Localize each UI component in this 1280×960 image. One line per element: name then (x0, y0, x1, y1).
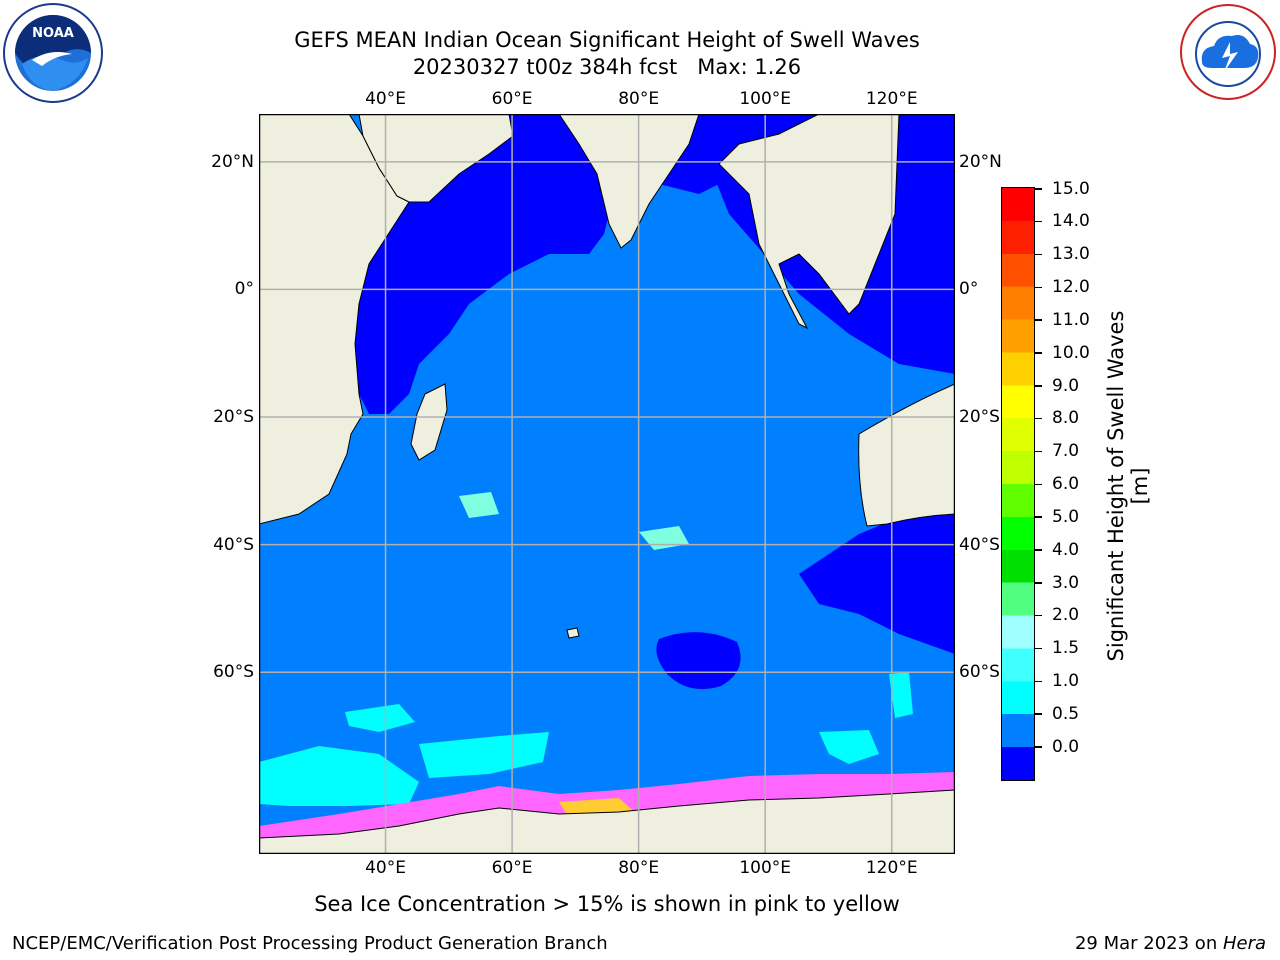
gridlines (259, 114, 955, 854)
colorbar-tick (1035, 582, 1042, 584)
southeast-asia-land (718, 114, 900, 330)
noaa-logo: NOAA (3, 3, 103, 103)
colorbar-tick (1035, 746, 1042, 748)
map-border (259, 114, 955, 854)
antarctica-land (259, 789, 955, 854)
y-tick-left: 60°S (213, 662, 254, 683)
india-land (558, 114, 700, 249)
swell-patch-w (459, 492, 499, 518)
y-tick-left: 0° (234, 279, 254, 300)
nws-logo (1180, 4, 1276, 100)
x-tick-top: 100°E (739, 89, 792, 109)
colorbar-label: 1.5 (1052, 638, 1080, 659)
y-tick-right: 20°N (959, 151, 1002, 172)
colorbar-tick (1035, 483, 1042, 485)
colorbar-label: 0.5 (1052, 703, 1080, 724)
y-tick-right: 20°S (959, 407, 1000, 428)
colorbar-tick (1035, 647, 1042, 650)
x-tick-bottom: 60°E (491, 858, 533, 878)
colorbar-label: 2.0 (1052, 605, 1080, 626)
swell-patch-sw (259, 746, 419, 806)
colorbar-label: 8.0 (1052, 408, 1080, 429)
y-tick-right: 0° (959, 279, 979, 300)
mid-ocean-low-swell (656, 632, 741, 690)
colorbar-label: 7.0 (1052, 441, 1080, 462)
colorbar (1001, 187, 1035, 781)
x-tick-bottom: 40°E (365, 858, 406, 878)
colorbar-tick (1035, 253, 1042, 256)
madagascar-land (410, 383, 448, 461)
colorbar-label: 6.0 (1052, 474, 1080, 494)
colorbar-label: 10.0 (1052, 342, 1090, 363)
svg-text:NOAA: NOAA (32, 26, 74, 41)
x-tick-top: 40°E (365, 89, 406, 109)
colorbar-label: 14.0 (1052, 211, 1090, 232)
y-tick-left: 20°N (211, 151, 254, 172)
y-tick-right: 60°S (959, 662, 1000, 683)
x-tick-top: 120°E (865, 89, 918, 109)
colorbar-tick (1035, 549, 1042, 551)
footer-host: Hera (1222, 933, 1266, 954)
southern-low-swell (799, 499, 955, 654)
colorbar-tick (1035, 352, 1042, 354)
swell-patch-e (889, 672, 913, 718)
colorbar-label: 0.0 (1052, 736, 1080, 757)
map-panel (259, 114, 955, 854)
x-tick-bottom: 100°E (739, 858, 792, 878)
x-tick-bottom: 120°E (865, 858, 918, 878)
australia-land (858, 383, 955, 527)
footer-left: NCEP/EMC/Verification Post Processing Pr… (12, 933, 608, 954)
colorbar-label: 5.0 (1052, 506, 1080, 527)
kerguelen-island (566, 627, 580, 639)
colorbar-tick (1035, 680, 1042, 682)
colorbar-title: Significant Height of Swell Waves [m] (1104, 310, 1152, 662)
colorbar-label: 3.0 (1052, 572, 1080, 593)
colorbar-tick (1035, 450, 1042, 453)
colorbar-tick (1035, 516, 1042, 518)
swell-patch-s1 (345, 704, 415, 732)
sea-ice-note: Sea Ice Concentration > 15% is shown in … (314, 892, 900, 916)
x-tick-top: 60°E (491, 89, 533, 109)
colorbar-tick (1035, 286, 1042, 288)
swell-patch-se (819, 730, 879, 764)
y-tick-left: 20°S (213, 407, 254, 428)
colorbar-tick (1035, 713, 1042, 715)
colorbar-tick (1035, 385, 1042, 387)
colorbar-label: 12.0 (1052, 277, 1090, 297)
colorbar-tick (1035, 417, 1042, 420)
y-tick-left: 40°S (213, 534, 254, 555)
x-tick-top: 80°E (618, 89, 660, 109)
colorbar-label: 13.0 (1052, 244, 1090, 265)
footer-date: 29 Mar 2023 on (1074, 933, 1223, 954)
colorbar-label: 9.0 (1052, 375, 1080, 396)
colorbar-tick (1035, 220, 1042, 223)
y-tick-right: 40°S (959, 534, 1000, 555)
colorbar-label: 11.0 (1052, 309, 1090, 330)
chart-title: GEFS MEAN Indian Ocean Significant Heigh… (294, 28, 920, 52)
colorbar-label: 1.0 (1052, 671, 1080, 691)
colorbar-label: 4.0 (1052, 539, 1080, 560)
colorbar-tick (1035, 614, 1042, 617)
colorbar-tick (1035, 319, 1042, 321)
colorbar-tick (1035, 188, 1042, 190)
x-tick-bottom: 80°E (618, 858, 660, 878)
footer-right: 29 Mar 2023 on Hera (1075, 933, 1266, 955)
colorbar-label: 15.0 (1052, 178, 1090, 199)
chart-subtitle: 20230327 t00z 384h fcst Max: 1.26 (412, 55, 802, 79)
swell-patch-s2 (419, 732, 549, 778)
